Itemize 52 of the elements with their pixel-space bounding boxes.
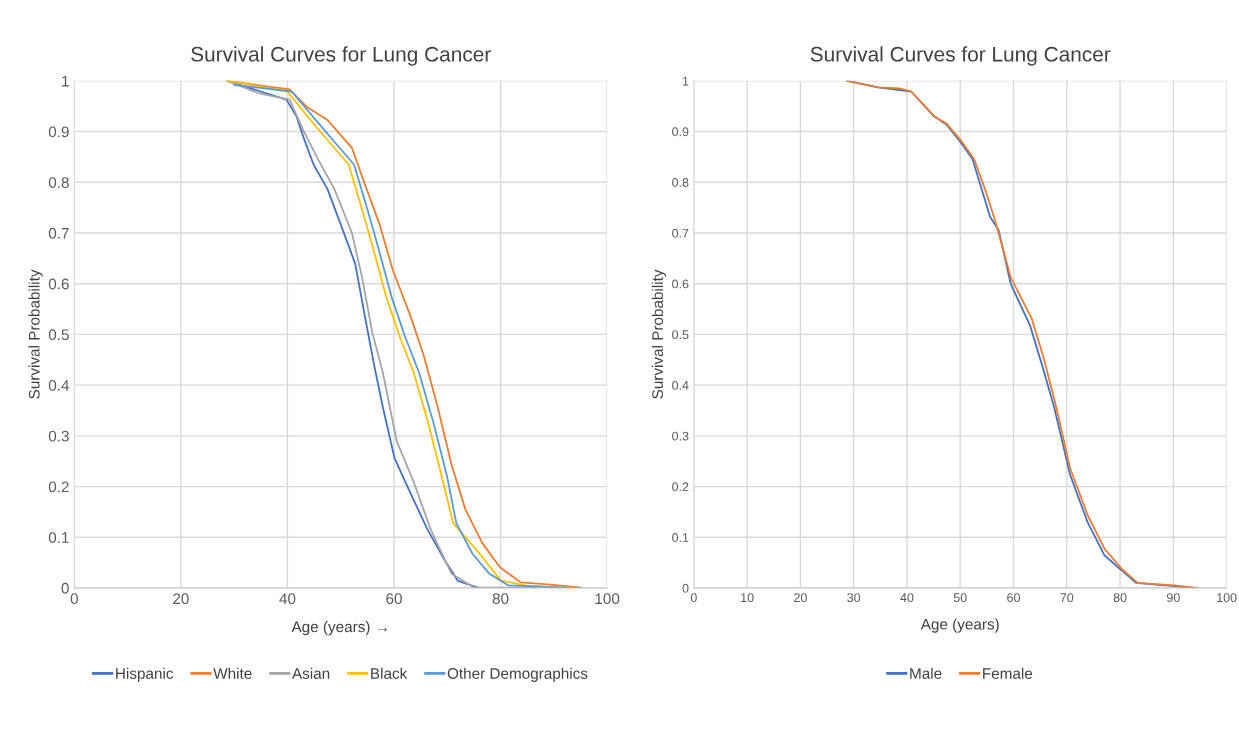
- y-tick-label: 0: [682, 583, 689, 593]
- y-tick-label: 0.1: [672, 533, 689, 542]
- x-tick-label: 80: [492, 593, 509, 605]
- x-tick-label: 0: [690, 593, 697, 603]
- x-axis-title: Age (years) →: [291, 620, 387, 636]
- y-tick-label: 0.3: [672, 431, 689, 441]
- y-tick-label: 0.4: [48, 380, 70, 391]
- legend-label: Hispanic: [116, 667, 174, 682]
- y-tick-label: 0.8: [48, 177, 69, 188]
- legend-label: Female: [983, 667, 1033, 679]
- x-tick-label: 80: [1113, 593, 1127, 603]
- y-tick-label: 0.9: [672, 127, 689, 137]
- y-tick-label: 0.5: [672, 330, 689, 340]
- x-tick-label: 40: [279, 593, 296, 605]
- y-tick-label: 1: [682, 76, 689, 86]
- x-tick-label: 10: [741, 593, 754, 603]
- y-axis-title: Survival Probability: [28, 269, 43, 399]
- x-tick-label: 70: [1060, 593, 1074, 603]
- y-tick-label: 0.3: [48, 430, 69, 442]
- y-tick-label: 0.8: [672, 178, 689, 187]
- x-tick-label: 60: [1007, 593, 1020, 603]
- x-tick-label: 40: [900, 593, 914, 603]
- x-tick-label: 100: [1217, 593, 1237, 603]
- legend-label: White: [213, 667, 252, 679]
- y-tick-label: 0: [61, 582, 69, 594]
- legend-label: Other Demographics: [447, 667, 588, 682]
- y-tick-label: 0.4: [672, 380, 689, 390]
- y-tick-label: 0.7: [672, 228, 689, 238]
- y-tick-label: 0.2: [672, 482, 689, 492]
- x-tick-label: 30: [847, 593, 861, 603]
- y-tick-label: 0.5: [48, 329, 69, 341]
- y-tick-label: 1: [62, 75, 69, 87]
- x-tick-label: 100: [595, 593, 620, 605]
- x-tick-label: 90: [1166, 593, 1180, 603]
- y-axis-title: Survival Probability: [651, 269, 667, 399]
- y-tick-label: 0.2: [48, 481, 69, 493]
- legend-label: Male: [910, 667, 942, 679]
- chart-title: Survival Curves for Lung Cancer: [810, 46, 1111, 66]
- y-tick-label: 0.7: [48, 227, 69, 239]
- x-tick-label: 20: [173, 593, 189, 605]
- legend-label: Black: [371, 667, 408, 679]
- y-tick-label: 0.9: [48, 126, 69, 138]
- y-tick-label: 0.6: [48, 278, 69, 290]
- x-tick-label: 20: [794, 593, 807, 603]
- legend-label: Asian: [292, 667, 330, 679]
- x-axis-title: Age (years): [920, 618, 999, 633]
- x-tick-label: 50: [953, 593, 967, 603]
- x-tick-label: 60: [386, 593, 402, 605]
- y-tick-label: 0.6: [672, 279, 689, 289]
- chart-title: Survival Curves for Lung Cancer: [191, 46, 491, 66]
- x-tick-label: 0: [70, 593, 78, 605]
- y-tick-label: 0.1: [48, 532, 69, 543]
